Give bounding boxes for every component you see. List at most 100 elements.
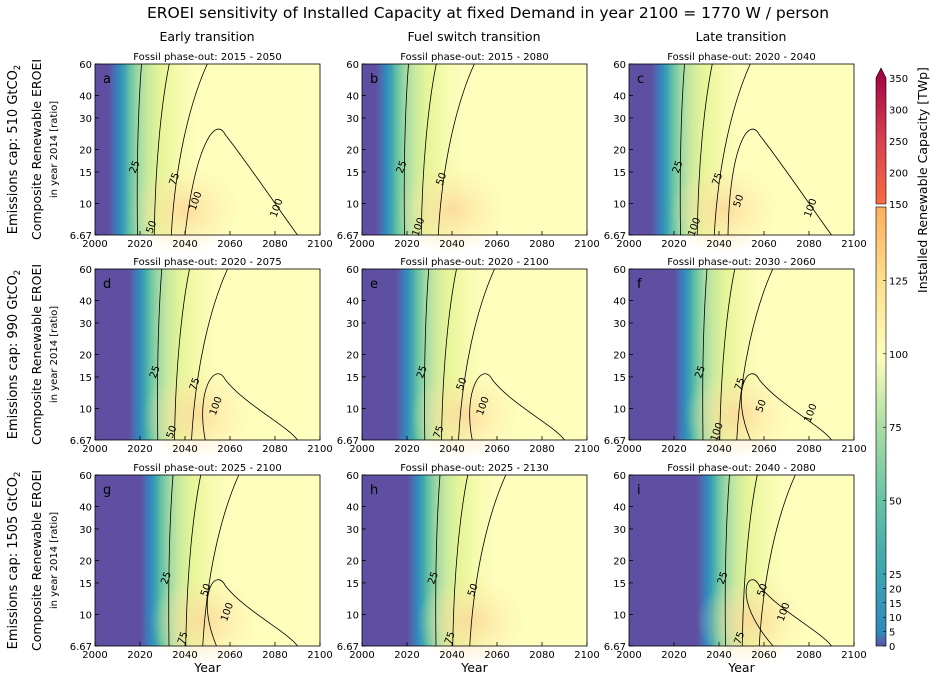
y-tick-label: 40 — [79, 297, 92, 308]
y-tick-label: 10 — [613, 610, 626, 621]
y-tick-label: 20 — [613, 351, 626, 362]
colorbar-tick-label: 10 — [889, 613, 902, 624]
y-tick-label: 20 — [346, 557, 359, 568]
x-tick-label: 2100 — [841, 239, 866, 250]
panel-letter: f — [637, 277, 642, 292]
contour-lines — [168, 474, 298, 647]
y-tick-label: 30 — [346, 525, 359, 536]
y-tick-label: 15 — [613, 373, 626, 384]
y-tick-label: 30 — [613, 319, 626, 330]
x-tick-label: 2100 — [841, 650, 866, 661]
contour-line — [202, 474, 240, 647]
x-tick-label: 2040 — [172, 650, 197, 661]
panel-subtitle: Fossil phase-out: 2040 - 2080 — [667, 463, 815, 474]
contour-label: 75 — [711, 171, 726, 187]
contour-line — [170, 63, 208, 236]
y-tick-label: 40 — [346, 297, 359, 308]
panel-letter: h — [370, 483, 378, 498]
x-tick-label: 2000 — [616, 239, 641, 250]
contour-line — [191, 268, 228, 441]
y-tick-label: 30 — [613, 114, 626, 125]
y-tick-label: 40 — [79, 92, 92, 103]
contour-line — [424, 268, 430, 441]
colorbar-tick-label: 20 — [889, 584, 902, 595]
colorbar-tick-label: 250 — [889, 137, 908, 148]
x-tick-label: 2060 — [484, 444, 509, 455]
row-label-emissions-cap: Emissions cap: 990 GtCO2 — [6, 270, 23, 439]
column-titles: Early transition Fuel switch transition … — [159, 29, 786, 44]
x-tick-label: 2000 — [349, 239, 374, 250]
contour-line — [458, 268, 495, 441]
row-label-emissions-cap: Emissions cap: 510 GtCO2 — [6, 65, 23, 234]
contour-line — [174, 268, 190, 441]
y-axis-label: Composite Renewable EROEI — [29, 264, 44, 445]
y-tick-label: 15 — [79, 373, 92, 384]
y-tick-label: 30 — [79, 319, 92, 330]
contour-label: 75 — [168, 171, 183, 187]
x-tick-label: 2020 — [661, 239, 686, 250]
contour-line — [168, 474, 174, 647]
panel-field-highlight — [409, 370, 520, 460]
y-tick-label: 6.67 — [70, 642, 92, 653]
x-tick-label: 2040 — [706, 650, 731, 661]
colorbar-tick-label: 75 — [889, 423, 902, 434]
colorbar-label: Installed Renewable Capacity [TWp] — [915, 67, 930, 293]
x-tick-label: 2080 — [796, 444, 821, 455]
x-tick-label: 2040 — [706, 239, 731, 250]
y-tick-label: 20 — [79, 351, 92, 362]
contour-label: 75 — [733, 630, 748, 646]
contour-label: 25 — [671, 159, 686, 175]
contour-label: 50 — [199, 582, 214, 598]
x-axis-label: Year — [727, 660, 755, 675]
contour-line — [727, 128, 832, 236]
contour-line — [441, 268, 457, 441]
y-tick-label: 40 — [79, 503, 92, 514]
x-tick-label: 2020 — [394, 650, 419, 661]
x-tick-label: 2060 — [751, 650, 776, 661]
x-tick-label: 2040 — [172, 239, 197, 250]
x-tick-label: 2040 — [172, 444, 197, 455]
y-tick-label: 15 — [79, 579, 92, 590]
x-tick-label: 2020 — [127, 650, 152, 661]
y-axis-sublabel: in year 2014 [ratio] — [49, 101, 60, 198]
x-tick-label: 2080 — [796, 239, 821, 250]
y-tick-label: 15 — [346, 579, 359, 590]
panel-field-highlight — [130, 165, 240, 255]
x-tick-label: 2060 — [217, 444, 242, 455]
contour-line — [741, 373, 832, 441]
x-tick-label: 2080 — [529, 650, 554, 661]
x-tick-label: 2080 — [262, 444, 287, 455]
y-tick-label: 15 — [346, 168, 359, 179]
y-axis-sublabel: in year 2014 [ratio] — [49, 512, 60, 609]
colorbar-upper — [875, 67, 887, 205]
y-tick-label: 60 — [613, 471, 626, 482]
y-tick-label: 20 — [79, 557, 92, 568]
y-tick-label: 40 — [613, 297, 626, 308]
contour-line — [153, 63, 170, 236]
panel-letter: c — [637, 72, 644, 87]
panel-field-highlight — [682, 370, 793, 460]
contour-line — [452, 474, 469, 647]
x-tick-label: 2020 — [127, 444, 152, 455]
panel-subtitle: Fossil phase-out: 2030 - 2060 — [667, 257, 815, 268]
x-tick-label: 2100 — [307, 239, 332, 250]
x-tick-label: 2060 — [751, 444, 776, 455]
row-labels: Emissions cap: 510 GtCO2 Composite Renewa… — [6, 59, 60, 651]
contour-line — [136, 63, 142, 236]
contour-label: 25 — [415, 364, 430, 380]
panel-letter: g — [103, 483, 111, 498]
y-tick-label: 20 — [346, 146, 359, 157]
contour-line — [702, 268, 708, 441]
x-tick-label: 2080 — [529, 444, 554, 455]
colorbar-tick-label: 50 — [889, 497, 902, 508]
y-tick-label: 40 — [346, 503, 359, 514]
contour-lines — [424, 268, 565, 441]
contour-lines — [724, 474, 832, 647]
y-tick-label: 10 — [79, 610, 92, 621]
contour-lines — [136, 63, 298, 236]
contour-label: 75 — [432, 424, 447, 440]
y-tick-label: 6.67 — [337, 642, 359, 653]
panel-letter: b — [370, 72, 378, 87]
